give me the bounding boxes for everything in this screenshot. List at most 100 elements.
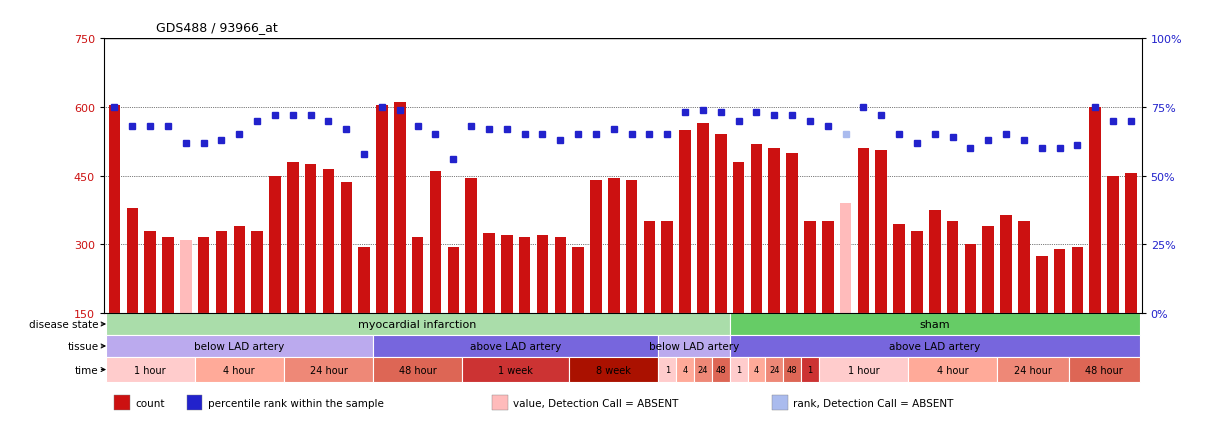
Bar [269, 176, 281, 313]
Bar [908, 357, 998, 382]
Bar [716, 135, 726, 313]
Text: below LAD artery: below LAD artery [648, 341, 739, 351]
Bar [929, 210, 940, 313]
Bar [105, 335, 374, 357]
Bar [358, 247, 370, 313]
Text: 1: 1 [807, 365, 813, 374]
Text: count: count [136, 398, 165, 408]
Bar [109, 105, 121, 313]
Text: above LAD artery: above LAD artery [470, 341, 562, 351]
Bar [786, 153, 797, 313]
Bar [697, 124, 708, 313]
Text: 48: 48 [786, 365, 797, 374]
Bar [783, 357, 801, 382]
Bar [911, 231, 923, 313]
Bar [679, 131, 691, 313]
Bar [751, 144, 762, 313]
Text: below LAD artery: below LAD artery [194, 341, 284, 351]
Bar [484, 233, 495, 313]
Bar [465, 178, 477, 313]
Bar [875, 151, 888, 313]
Bar [590, 181, 602, 313]
Text: 4 hour: 4 hour [937, 365, 968, 375]
Bar [374, 335, 658, 357]
Bar [1107, 176, 1118, 313]
Bar [322, 169, 335, 313]
Bar [376, 105, 388, 313]
Bar [216, 231, 227, 313]
Text: 4: 4 [683, 365, 687, 374]
Bar [1072, 247, 1083, 313]
Text: above LAD artery: above LAD artery [889, 341, 980, 351]
Bar [1018, 222, 1029, 313]
Text: 24: 24 [697, 365, 708, 374]
Text: 48: 48 [716, 365, 726, 374]
Bar [998, 357, 1068, 382]
Text: 24 hour: 24 hour [310, 365, 348, 375]
Bar [233, 227, 245, 313]
Bar [492, 395, 508, 410]
Bar [284, 357, 374, 382]
Bar [676, 357, 694, 382]
Bar [411, 238, 424, 313]
Text: 4: 4 [753, 365, 759, 374]
Bar [1068, 357, 1140, 382]
Bar [626, 181, 637, 313]
Text: myocardial infarction: myocardial infarction [359, 319, 477, 329]
Bar [840, 204, 851, 313]
Bar [857, 149, 869, 313]
Bar [179, 240, 192, 313]
Text: percentile rank within the sample: percentile rank within the sample [208, 398, 383, 408]
Bar [768, 149, 780, 313]
Text: 1 hour: 1 hour [847, 365, 879, 375]
Text: disease state: disease state [29, 319, 99, 329]
Bar [127, 208, 138, 313]
Bar [198, 238, 210, 313]
Bar [537, 236, 548, 313]
Bar [1054, 249, 1066, 313]
Text: 24 hour: 24 hour [1013, 365, 1051, 375]
Bar [730, 313, 1140, 335]
Bar [394, 103, 405, 313]
Text: 24: 24 [769, 365, 779, 374]
Bar [733, 162, 745, 313]
Text: tissue: tissue [67, 341, 99, 351]
Bar [305, 165, 316, 313]
Bar [819, 357, 908, 382]
Bar [965, 245, 977, 313]
Bar [341, 183, 352, 313]
Text: 1 hour: 1 hour [134, 365, 166, 375]
Bar [194, 357, 284, 382]
Text: 1: 1 [664, 365, 670, 374]
Text: GDS488 / 93966_at: GDS488 / 93966_at [156, 20, 277, 33]
Bar [374, 357, 463, 382]
Bar [730, 335, 1140, 357]
Bar [772, 395, 788, 410]
Bar [144, 231, 156, 313]
Text: 48 hour: 48 hour [399, 365, 437, 375]
Bar [801, 357, 819, 382]
Bar [573, 247, 584, 313]
Bar [658, 335, 730, 357]
Text: 8 week: 8 week [596, 365, 631, 375]
Text: time: time [74, 365, 99, 375]
Bar [643, 222, 656, 313]
Text: 4 hour: 4 hour [223, 365, 255, 375]
Bar [983, 227, 994, 313]
Bar [662, 222, 673, 313]
Bar [162, 238, 173, 313]
Bar [712, 357, 730, 382]
Text: 1 week: 1 week [498, 365, 534, 375]
Bar [894, 224, 905, 313]
Bar [1089, 108, 1101, 313]
Bar [569, 357, 658, 382]
Bar [805, 222, 816, 313]
Text: 1: 1 [736, 365, 741, 374]
Bar [105, 313, 730, 335]
Bar [766, 357, 783, 382]
Bar [287, 162, 299, 313]
Bar [747, 357, 766, 382]
Bar [519, 238, 530, 313]
Bar [105, 357, 194, 382]
Bar [1000, 215, 1012, 313]
